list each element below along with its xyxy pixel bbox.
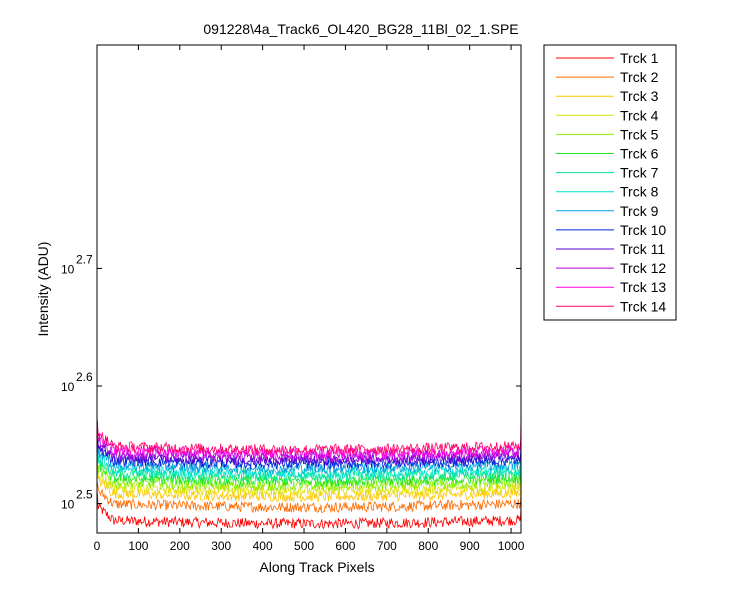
axes-frame: [96, 44, 522, 534]
plot-area: 0 100 200 300 400 500 600 700 800 900 1000 102.510…: [61, 44, 525, 553]
series-line: [97, 420, 522, 460]
y-tick-exponent: 2.7: [76, 252, 93, 266]
legend-label: Trck 11: [620, 241, 665, 257]
legend-box: [543, 44, 677, 321]
x-tick-label: 100: [128, 539, 148, 553]
x-tick-label: 800: [418, 539, 438, 553]
x-tick-label: 0: [94, 539, 101, 553]
legend-label: Trck 7: [620, 165, 659, 181]
x-tick-label: 900: [460, 539, 480, 553]
x-tick-label: 600: [335, 539, 355, 553]
x-axis-title: Along Track Pixels: [259, 559, 374, 575]
legend: Trck 1 Trck 2 Trck 3 Trck 4 Trck 5 Trck 6 Trck…: [543, 44, 677, 321]
y-axis-title: Intensity (ADU): [35, 242, 51, 337]
legend-label: Trck 2: [620, 69, 659, 85]
legend-label: Trck 9: [620, 203, 659, 219]
y-tick-label: 10: [61, 262, 75, 276]
x-tick-label: 1000: [498, 539, 525, 553]
y-tick-exponent: 2.5: [76, 488, 93, 502]
legend-label: Trck 5: [620, 126, 659, 142]
y-tick-exponent: 2.6: [76, 370, 93, 384]
legend-label: Trck 1: [620, 50, 659, 66]
legend-label: Trck 8: [620, 184, 659, 200]
x-tick-label: 300: [211, 539, 231, 553]
x-tick-label: 400: [253, 539, 273, 553]
series-line: [97, 492, 522, 530]
series-layer: [97, 413, 522, 530]
y-tick-label: 10: [61, 380, 75, 394]
chart-title: 091228\4a_Track6_OL420_BG28_11Bl_02_1.SP…: [203, 21, 518, 37]
x-axis: 0 100 200 300 400 500 600 700 800 900 1000: [94, 45, 525, 553]
legend-label: Trck 13: [620, 279, 666, 295]
x-tick-label: 200: [170, 539, 190, 553]
y-tick-label: 10: [61, 498, 75, 512]
series-line: [97, 465, 522, 497]
legend-label: Trck 6: [620, 146, 659, 162]
legend-label: Trck 3: [620, 88, 659, 104]
series-line: [97, 413, 522, 456]
x-tick-label: 500: [294, 539, 314, 553]
legend-label: Trck 14: [620, 298, 666, 314]
legend-label: Trck 10: [620, 222, 666, 238]
legend-label: Trck 4: [620, 107, 659, 123]
x-tick-label: 700: [377, 539, 397, 553]
series-line: [97, 482, 522, 514]
legend-label: Trck 12: [620, 260, 666, 276]
series-line: [97, 448, 522, 480]
